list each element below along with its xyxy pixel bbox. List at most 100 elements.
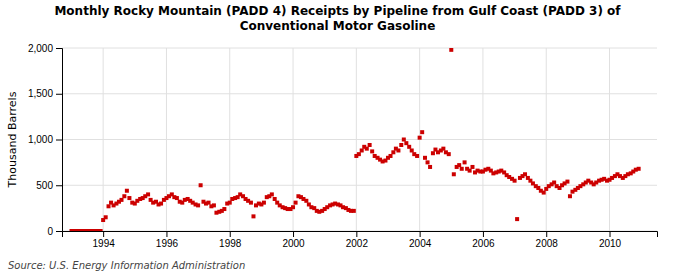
- x-tick-label: 1998: [219, 238, 242, 249]
- point: [402, 138, 406, 142]
- y-tick-label: 2,000: [28, 43, 53, 54]
- annotation: Source: U.S. Energy Information Administ…: [8, 260, 245, 271]
- x-tick: 1996: [156, 231, 179, 249]
- x-tick-mark: [356, 231, 357, 237]
- y-tick: 500: [36, 180, 62, 191]
- x-tick-mark: [103, 231, 104, 237]
- point: [415, 154, 419, 158]
- x-tick-label: 1996: [156, 238, 179, 249]
- x-tick-mark: [610, 231, 611, 237]
- y-axis: 0 500 1,000 1,500 2,000: [28, 43, 63, 237]
- y-tick-mark: [56, 185, 62, 186]
- grid-line-x: [546, 48, 547, 231]
- point: [304, 199, 308, 203]
- x-tick-label: 2010: [599, 238, 622, 249]
- grid-line-y: [62, 93, 657, 94]
- point: [418, 136, 422, 140]
- x-tick: 2002: [346, 231, 369, 249]
- x-tick-label: 2006: [472, 238, 495, 249]
- point: [389, 154, 393, 158]
- y-tick-mark: [56, 48, 62, 49]
- x-tick-mark: [546, 231, 547, 237]
- y-tick-label: 500: [36, 180, 53, 191]
- title-line: Monthly Rocky Mountain (PADD 4) Receipts…: [54, 4, 621, 18]
- point: [431, 151, 435, 155]
- point: [565, 180, 569, 184]
- point: [196, 203, 200, 207]
- grid-line-x: [166, 48, 167, 231]
- y-tick-label: 1,500: [28, 88, 53, 99]
- y-axis-label: Thousand Barrels: [6, 91, 19, 188]
- point: [222, 207, 226, 211]
- x-tick: 2008: [536, 231, 559, 249]
- y-tick: 2,000: [28, 43, 62, 54]
- point: [251, 214, 255, 218]
- x-tick-label: 2004: [409, 238, 432, 249]
- x-tick-label: 1994: [93, 238, 116, 249]
- y-tick: 1,000: [28, 134, 62, 145]
- grid-line-x: [482, 48, 483, 231]
- point: [368, 143, 372, 147]
- point: [396, 148, 400, 152]
- point: [468, 169, 472, 173]
- x-axis-line: [63, 232, 658, 238]
- plot-area: 1994 1996 1998 2000 2002 2004 2006 2008 2010 0 500…: [28, 43, 658, 249]
- y-tick-label: 1,000: [28, 134, 53, 145]
- point: [542, 191, 546, 195]
- point: [291, 205, 295, 209]
- point: [457, 163, 461, 167]
- x-tick-mark: [293, 231, 294, 237]
- point: [407, 145, 411, 149]
- point: [552, 181, 556, 185]
- point: [360, 148, 364, 152]
- point: [449, 48, 453, 52]
- grid-line-x: [103, 48, 104, 231]
- point: [159, 202, 163, 206]
- point: [207, 201, 211, 205]
- x-tick: 2006: [472, 231, 495, 249]
- x-axis: 1994 1996 1998 2000 2002 2004 2006 2008 2010: [63, 231, 658, 249]
- point: [125, 189, 129, 193]
- point: [513, 179, 517, 183]
- point: [568, 194, 572, 198]
- chart: 1994 1996 1998 2000 2002 2004 2006 2008 2010 0 500…: [0, 0, 675, 275]
- x-tick: 1994: [93, 231, 116, 249]
- points: [69, 48, 640, 231]
- point: [404, 141, 408, 145]
- point: [420, 130, 424, 134]
- point: [463, 160, 467, 164]
- x-tick-label: 2002: [346, 238, 369, 249]
- point: [99, 229, 103, 231]
- grid: [62, 48, 657, 231]
- x-tick: 1998: [219, 231, 242, 249]
- grid-line-y: [62, 185, 657, 186]
- point: [410, 148, 414, 152]
- point: [249, 201, 253, 205]
- point: [146, 192, 150, 196]
- point: [175, 196, 179, 200]
- grid-line-x: [609, 48, 610, 231]
- point: [262, 201, 266, 205]
- point: [273, 197, 277, 201]
- x-tick-label: 2000: [282, 238, 305, 249]
- point: [104, 215, 108, 219]
- point: [294, 201, 298, 205]
- point: [399, 143, 403, 147]
- point: [515, 217, 519, 221]
- y-tick: 1,500: [28, 88, 62, 99]
- point: [423, 156, 427, 160]
- y-tick: 0: [47, 226, 62, 237]
- x-tick: 2010: [599, 231, 622, 249]
- point: [122, 194, 126, 198]
- x-tick: 2000: [282, 231, 305, 249]
- x-tick: 2004: [409, 231, 432, 249]
- point: [199, 183, 203, 187]
- point: [370, 149, 374, 153]
- point: [357, 152, 361, 156]
- point: [447, 152, 451, 156]
- point: [452, 172, 456, 176]
- point: [365, 147, 369, 151]
- point: [441, 147, 445, 151]
- point: [426, 160, 430, 164]
- point: [460, 167, 464, 171]
